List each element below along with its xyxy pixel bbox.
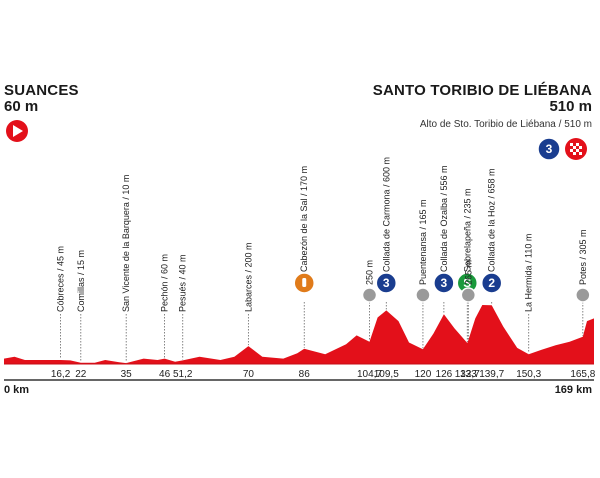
km-tick-label: 132,7: [455, 369, 480, 380]
checkered-flag-icon: [570, 143, 582, 155]
km-tick-label: 86: [299, 369, 311, 380]
waypoint-label: Collada de Ozalba / 556 m: [439, 165, 449, 272]
badge-text: 2: [488, 276, 495, 290]
km-tick-label: 51,2: [173, 369, 193, 380]
waypoint-label: Collada de la Hoz / 658 m: [487, 168, 497, 272]
flag-square: [573, 152, 576, 155]
waypoint-label: San Vicente de la Barquera / 10 m: [121, 175, 131, 312]
waypoint-label: Labarces / 200 m: [243, 242, 253, 312]
start-town-name: SUANCES: [4, 82, 79, 99]
km-tick-label: 16,2: [51, 369, 71, 380]
flag-square: [579, 146, 582, 149]
waypoint-label: 265 m: [463, 260, 473, 285]
km-tick-label: 70: [243, 369, 255, 380]
bottle-icon: [302, 278, 307, 287]
waypoint-label: Puentenansa / 165 m: [418, 199, 428, 285]
km-tick-label: 150,3: [516, 369, 541, 380]
km-tick-label: 165,8: [570, 369, 595, 380]
finish-climb-label: Alto de Sto. Toribio de Liébana / 510 m: [419, 119, 592, 130]
km-tick-label: 22: [75, 369, 87, 380]
distance-end-label: 169 km: [554, 384, 592, 396]
flag-square: [576, 149, 579, 152]
flag-square: [579, 152, 582, 155]
waypoint-label: Cóbreces / 45 m: [56, 246, 66, 312]
waypoint-label: 250 m: [365, 260, 375, 285]
altitude-marker-icon: [575, 287, 591, 303]
play-triangle-icon: [13, 125, 23, 137]
waypoint-label: Sobrelapeña / 235 m: [462, 188, 472, 272]
badge-text: 3: [383, 276, 390, 290]
climb-category-text: 3: [546, 142, 553, 156]
altitude-marker-icon: [460, 287, 477, 303]
km-tick-label: 35: [121, 369, 133, 380]
distance-start-label: 0 km: [4, 384, 30, 396]
finish-altitude: 510 m: [549, 98, 592, 115]
waypoint-label: Cabezón de la Sal / 170 m: [299, 166, 309, 272]
category-3-climb-icon: [537, 137, 561, 161]
climb-category-icon: [480, 272, 503, 294]
waypoint-label: Comillas / 15 m: [76, 250, 86, 312]
waypoint-label: Pechón / 60 m: [160, 254, 170, 312]
waypoint-label: La Hermida / 110 m: [524, 234, 534, 312]
flag-square: [570, 143, 573, 146]
flag-square: [573, 146, 576, 149]
badge-text: 3: [441, 276, 448, 290]
km-tick-label: 109,5: [374, 369, 399, 380]
start-altitude: 60 m: [4, 98, 39, 115]
km-tick-label: 126: [436, 369, 453, 380]
km-tick-label: 46: [159, 369, 171, 380]
finish-town-name: SANTO TORIBIO DE LIÉBANA: [372, 82, 592, 99]
km-tick-label: 104,7: [357, 369, 382, 380]
altitude-marker-icon: [415, 287, 431, 303]
elevation-profile-area: [4, 305, 594, 364]
waypoint-label: Pesués / 40 m: [178, 254, 188, 312]
flag-square: [570, 149, 573, 152]
climb-category-icon: [375, 272, 398, 294]
km-tick-label: 139,7: [479, 369, 504, 380]
waypoint-label: Collada de Carmona / 600 m: [381, 157, 391, 272]
altitude-marker-icon: [361, 287, 378, 303]
flag-square: [576, 143, 579, 146]
climb-category-icon: [433, 272, 455, 294]
badge-text: S: [463, 276, 471, 290]
waypoint-label: Potes / 305 m: [578, 229, 588, 285]
km-tick-label: 133: [460, 369, 477, 380]
km-tick-label: 120: [415, 369, 432, 380]
